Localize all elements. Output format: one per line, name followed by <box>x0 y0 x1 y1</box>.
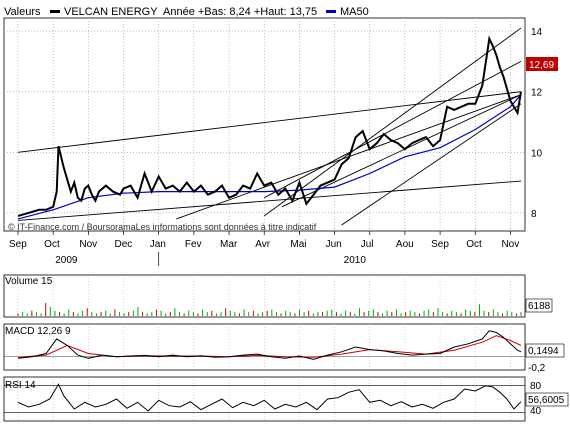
volume-grid <box>17 275 511 317</box>
price-line <box>17 35 522 217</box>
rsi-last-tag: 56,6005 <box>525 392 569 407</box>
month-label: Jun <box>326 239 342 250</box>
month-label: Jan <box>150 239 166 250</box>
volume-last-tag: 6188 <box>525 298 553 313</box>
ma50-legend-label: MA50 <box>340 6 369 18</box>
rsi-tick-80: 80 <box>530 381 542 392</box>
volume-last-tag-box <box>525 298 553 313</box>
price-last-tag-box <box>526 57 558 71</box>
macd-last-tag-box <box>525 343 565 358</box>
month-label: Avr <box>255 239 270 250</box>
macd-line <box>17 330 522 360</box>
header-label: Valeurs <box>4 6 41 18</box>
volume-panel-frame <box>3 274 526 318</box>
volume-title: Volume 15 <box>5 276 53 287</box>
price-last-tag: 12,69 <box>526 57 558 71</box>
month-label: Fev <box>185 239 202 250</box>
trendline <box>17 91 522 153</box>
header: Valeurs VELCAN ENERGY Année +Bas: 8,24 +… <box>4 6 369 18</box>
rsi-line <box>17 383 522 412</box>
month-label: Sep <box>9 239 27 250</box>
trendline <box>264 60 522 199</box>
year-label: 2010 <box>344 255 367 266</box>
month-label: Nov <box>501 239 519 250</box>
macd-title: MACD 12,26 9 <box>5 326 71 337</box>
macd-panel-frame <box>3 323 526 371</box>
year-label: 2009 <box>55 255 78 266</box>
price-panel: 8 10 12 14 © IT-Finance.com / BoursoramaLes… <box>3 17 558 232</box>
macd-grid <box>4 324 525 370</box>
rsi-tick-40: 40 <box>530 406 542 417</box>
watermark: © IT-Finance.com / BoursoramaLes informa… <box>8 222 317 232</box>
year-axis: 2009 2010 <box>55 252 366 266</box>
month-label: Mar <box>220 239 238 250</box>
trendline <box>17 180 522 221</box>
ma50-legend-swatch <box>326 10 336 13</box>
security-name: VELCAN ENERGY <box>64 6 158 18</box>
macd-last-value: 0,1494 <box>528 346 559 357</box>
month-label: Oct <box>44 239 60 250</box>
rsi-panel-frame <box>3 376 526 422</box>
rsi-last-tag-box <box>525 392 569 407</box>
price-last-value: 12,69 <box>529 60 554 71</box>
rsi-grid <box>4 377 525 421</box>
month-label: Mai <box>290 239 306 250</box>
macd-last-tag: 0,1494 <box>525 343 565 358</box>
price-y-tick-label: 12 <box>531 88 543 99</box>
year-range: Année +Bas: 8,24 +Haut: 13,75 <box>163 6 317 18</box>
rsi-panel: RSI 14 80 40 56,6005 <box>3 376 569 422</box>
volume-panel: Volume 15 6188 <box>3 274 553 318</box>
month-label: Dec <box>115 239 133 250</box>
trendline <box>341 103 522 226</box>
month-axis: Sep Oct Nov Dec Jan Fev Mar Avr Mai Jun Jul Aou Sep O… <box>9 231 519 250</box>
macd-signal-line <box>17 335 522 358</box>
month-label: Aou <box>396 239 414 250</box>
rsi-last-value: 56,6005 <box>528 395 565 406</box>
volume-last-value: 6188 <box>528 301 551 312</box>
price-legend-swatch <box>50 10 60 13</box>
price-y-tick-label: 10 <box>531 148 543 159</box>
month-label: Sep <box>431 239 449 250</box>
month-label: Nov <box>79 239 97 250</box>
volume-bars <box>17 303 522 316</box>
macd-tick-neg: -0,2 <box>528 363 546 374</box>
month-label: Jul <box>361 239 374 250</box>
price-y-ticks: 8 10 12 14 <box>531 27 543 220</box>
price-y-tick-label: 14 <box>531 27 543 38</box>
price-y-tick-label: 8 <box>531 209 537 220</box>
trendline <box>263 27 522 217</box>
macd-panel: MACD 12,26 9 -0,2 0,1494 <box>3 323 565 374</box>
month-label: Oct <box>466 239 482 250</box>
